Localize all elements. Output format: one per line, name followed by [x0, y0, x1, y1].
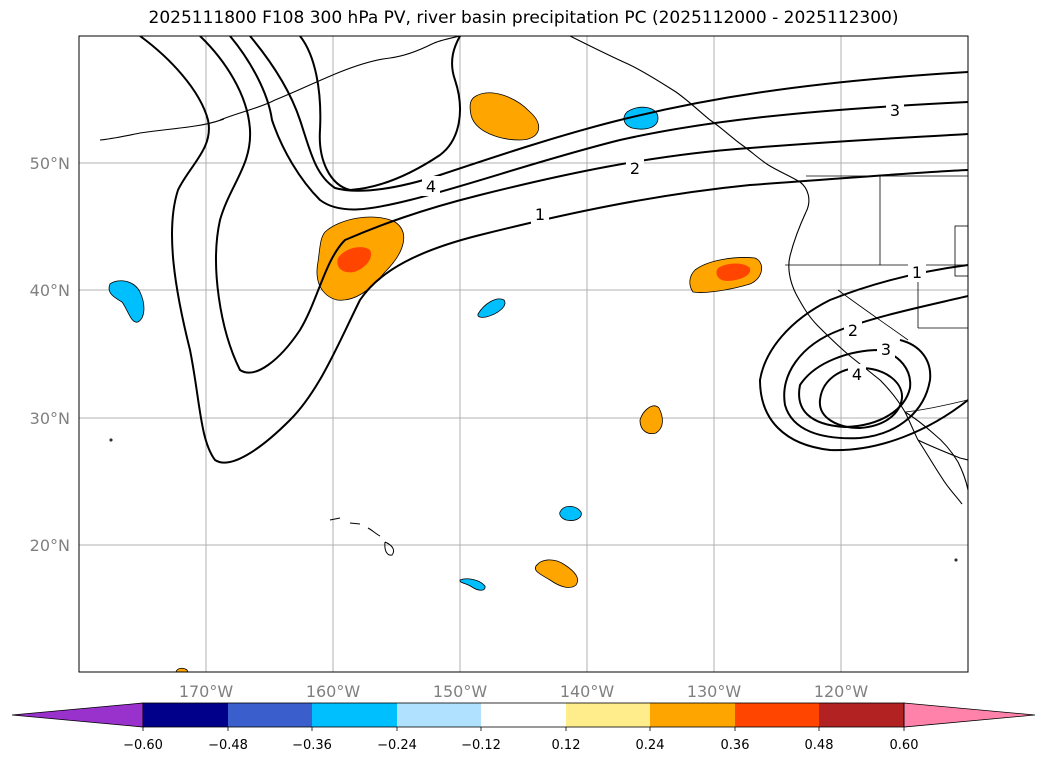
- precip-region-orange-south: [639, 405, 663, 434]
- pv-contour-northern: [299, 36, 461, 192]
- map-title: 2025111800 F108 300 hPa PV, river basin …: [148, 8, 899, 28]
- pv-contour-4: [249, 36, 968, 192]
- border-small-state: [954, 225, 968, 277]
- lon-label-120w: 120°W: [814, 682, 869, 701]
- colorbar-tick-label: 0.24: [636, 738, 665, 753]
- colorbar-tick-label: 0.48: [805, 738, 834, 753]
- coastline-mexico: [917, 439, 968, 461]
- pv-contour-1: [139, 36, 968, 464]
- colorbar-segment: [819, 703, 904, 727]
- colorbar: −0.60 −0.48 −0.36 −0.24 −0.12 0.12 0.24 …: [11, 702, 1036, 753]
- precip-region-red-central-pacific: [337, 247, 372, 273]
- border-us-mexico: [904, 399, 968, 413]
- contour-label-low-2: 2: [848, 321, 858, 340]
- precip-region-orange-gulf-alaska: [469, 92, 540, 141]
- lat-label-40n: 40°N: [30, 281, 70, 300]
- lon-label-130w: 130°W: [687, 682, 742, 701]
- contour-label-low-4: 4: [852, 365, 862, 384]
- hawaii-islands: [329, 517, 395, 556]
- lon-label-140w: 140°W: [560, 682, 615, 701]
- colorbar-tick-label: −0.48: [208, 738, 248, 753]
- coastline-aleutians: [99, 118, 225, 141]
- contour-label-3: 3: [890, 101, 900, 120]
- precip-region-red-northeast-pacific: [716, 263, 751, 281]
- lon-labels: 170°W 160°W 150°W 140°W 130°W 120°W: [179, 682, 869, 701]
- lat-label-50n: 50°N: [30, 154, 70, 173]
- precip-region-blue-south-c: [459, 578, 486, 591]
- precip-regions: [108, 92, 762, 672]
- lon-label-170w: 170°W: [179, 682, 234, 701]
- colorbar-segment: [143, 703, 228, 727]
- colorbar-tick-label: 0.12: [552, 738, 581, 753]
- lat-label-30n: 30°N: [30, 409, 70, 428]
- small-island-a: [109, 438, 113, 442]
- colorbar-segment: [650, 703, 735, 727]
- coastline-us-west: [788, 211, 919, 441]
- colorbar-tick-label: 0.36: [721, 738, 750, 753]
- colorbar-segment: [397, 703, 481, 727]
- pv-contour-2: [199, 36, 968, 374]
- colorbar-tick-label: −0.24: [377, 738, 417, 753]
- pv-contour-low-1: [758, 264, 968, 452]
- colorbar-extend-right: [903, 702, 1036, 728]
- colorbar-segment: [735, 703, 819, 727]
- colorbar-segment: [228, 703, 312, 727]
- colorbar-segment: [481, 703, 566, 727]
- small-island-b: [954, 558, 958, 562]
- lon-label-150w: 150°W: [433, 682, 488, 701]
- colorbar-segment: [312, 703, 397, 727]
- gridlines: [79, 36, 968, 672]
- pv-contours: [139, 36, 968, 464]
- contour-labels: 1 2 3 4 1 2 3 4: [422, 100, 926, 384]
- colorbar-labels: −0.60 −0.48 −0.36 −0.24 −0.12 0.12 0.24 …: [123, 738, 918, 753]
- map-border: [78, 35, 969, 673]
- contour-label-2: 2: [630, 159, 640, 178]
- lon-label-160w: 160°W: [306, 682, 361, 701]
- colorbar-segment: [566, 703, 650, 727]
- colorbar-tick-label: −0.36: [292, 738, 332, 753]
- coastline-alaska-panhandle: [569, 36, 810, 213]
- precip-region-blue-small-mid: [477, 298, 506, 318]
- colorbar-extend-left: [11, 702, 144, 728]
- lat-labels: 20°N 30°N 40°N 50°N: [30, 154, 70, 555]
- coastline-alaska: [219, 36, 461, 121]
- colorbar-tick-label: −0.12: [461, 738, 501, 753]
- contour-label-4: 4: [426, 177, 436, 196]
- precip-region-blue-south-a: [559, 505, 582, 521]
- coastlines: [99, 36, 968, 505]
- pv-contour-low-2: [783, 295, 968, 440]
- lat-label-20n: 20°N: [30, 536, 70, 555]
- colorbar-tick-label: 0.60: [890, 738, 919, 753]
- pv-contour-3: [229, 36, 968, 211]
- precip-region-orange-bottom: [175, 667, 189, 672]
- contour-label-low-3: 3: [881, 340, 891, 359]
- colorbar-outline: [142, 702, 905, 728]
- colorbar-tick-label: −0.60: [123, 738, 163, 753]
- precip-region-blue-west: [108, 280, 145, 323]
- islands: [109, 438, 958, 562]
- pv-contour-low-4: [818, 367, 904, 430]
- precip-region-orange-south-b: [534, 559, 579, 588]
- contour-label-low-1: 1: [912, 263, 922, 282]
- coastline-baja: [904, 411, 968, 505]
- contour-label-1: 1: [535, 205, 545, 224]
- colorbar-ticks: [142, 727, 905, 731]
